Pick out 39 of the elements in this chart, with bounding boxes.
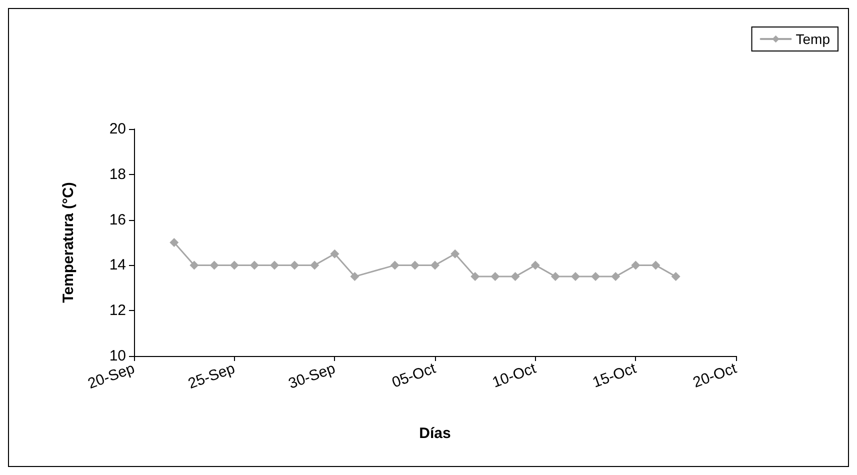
point xyxy=(250,260,259,270)
point xyxy=(510,272,520,282)
point xyxy=(310,260,320,270)
point xyxy=(270,260,279,270)
point xyxy=(570,272,580,282)
point xyxy=(170,238,179,247)
point xyxy=(410,260,420,270)
point xyxy=(671,272,680,282)
x-tick-label: 20-Oct xyxy=(690,360,740,392)
point xyxy=(450,249,460,258)
x-tick-label: 30-Sep xyxy=(286,360,338,393)
y-tick-label: 20 xyxy=(109,120,126,138)
point xyxy=(611,272,620,282)
point xyxy=(230,260,239,270)
y-tick-label: 18 xyxy=(109,166,126,183)
point xyxy=(631,260,640,270)
point xyxy=(350,272,360,282)
y-tick-label: 16 xyxy=(109,211,126,228)
x-tick-label: 05-Oct xyxy=(390,360,439,392)
point xyxy=(550,272,560,282)
point xyxy=(591,272,600,282)
x-tick-label: 10-Oct xyxy=(490,360,540,392)
point xyxy=(330,249,340,258)
point xyxy=(490,272,500,282)
x-tick-label: 25-Sep xyxy=(186,360,238,393)
point xyxy=(390,260,400,270)
y-axis-title: Temperatura (°C) xyxy=(60,182,77,303)
point xyxy=(470,272,480,282)
y-tick-label: 12 xyxy=(109,302,126,320)
point xyxy=(651,260,660,270)
point xyxy=(430,260,440,270)
point xyxy=(290,260,300,270)
point xyxy=(210,260,219,270)
x-axis-title: Días xyxy=(419,425,451,442)
x-tick-label: 15-Oct xyxy=(590,360,640,392)
point xyxy=(530,260,540,270)
point xyxy=(190,260,199,270)
legend-label: Temp xyxy=(796,31,830,47)
y-tick-label: 14 xyxy=(109,256,126,274)
